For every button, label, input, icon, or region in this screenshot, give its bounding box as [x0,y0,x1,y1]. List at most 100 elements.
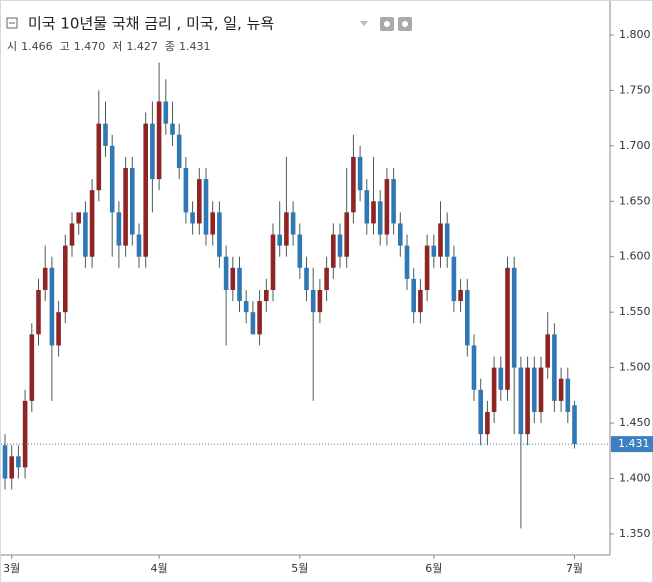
candle-body [150,123,155,180]
y-tick-label: 1.350 [619,527,651,540]
candle-body [525,367,530,435]
candle-body [572,405,577,445]
candle-body [485,411,490,435]
candle-body [69,223,75,246]
candle-body [324,267,329,290]
candle-body [16,456,21,468]
candle-body [565,378,571,412]
y-tick-label: 1.400 [619,471,651,484]
collapse-icon[interactable] [6,17,18,29]
candle-body [337,234,343,257]
candle-body [230,267,236,290]
candle-body [518,367,524,435]
candle-body [404,245,410,279]
candle-body [424,245,430,290]
candle-body [377,201,383,235]
candle-body [103,123,108,146]
candle-body [364,190,370,224]
ohlc-value: 1.427 [126,40,158,53]
ohlc-value: 1.466 [21,40,53,53]
candle-body [384,179,390,235]
candle-body [418,289,423,313]
candle-body [465,289,470,346]
y-tick-label: 1.450 [619,416,651,429]
candle-body [371,201,376,224]
candle-body [284,212,289,246]
candle-body [290,212,296,235]
candle-body [210,212,215,235]
candle-body [217,212,222,257]
x-tick-label: 7월 [566,562,583,575]
ohlc-value: 1.431 [179,40,211,53]
candle-body [552,334,557,401]
last-price-label: 1.431 [618,437,650,450]
candle-body [89,190,95,257]
candle-body [411,278,416,313]
candle-body [163,101,169,124]
candle-body [398,223,403,246]
candle-body [190,212,195,224]
last-price-box [611,436,653,453]
candle-body [558,378,564,401]
candle-body [136,234,142,257]
candle-body [344,212,349,257]
candle-body [331,234,336,268]
candle-body [9,456,14,479]
candle-body [451,256,457,302]
candle-body [270,234,276,290]
candle-body [22,400,28,468]
candle-body [438,223,443,257]
settings-icon-dot [402,21,408,27]
candle-body [444,223,450,257]
candle-body [123,168,128,246]
candle-body [243,301,249,313]
candle-body [63,245,68,313]
candle-body [317,289,323,313]
candle-body [2,445,8,479]
chart-title: 미국 10년물 국채 금리 , 미국, 일, 뉴욕 [28,15,274,33]
candle-body [264,289,269,302]
candle-body [498,367,504,390]
candle-body [42,267,48,290]
candle-body [357,156,363,191]
x-tick-label: 4월 [151,562,168,575]
ohlc-value: 1.470 [74,40,106,53]
y-tick-label: 1.600 [619,250,651,263]
candle-body [170,123,175,135]
candle-body [250,312,256,335]
candle-body [96,123,102,191]
candle-body [143,123,148,257]
candle-body [56,312,61,346]
dropdown-icon[interactable] [360,21,368,26]
candle-body [203,179,209,235]
candle-body [458,289,463,302]
x-tick-label: 3월 [3,562,20,575]
candle-body [49,267,55,346]
candle-body [183,168,189,213]
y-tick-label: 1.750 [619,83,651,96]
candle-body [76,212,81,224]
candle-body [130,168,135,235]
candle-body [471,345,477,390]
candle-body [538,367,544,412]
y-tick-label: 1.650 [619,194,651,207]
candle-body [29,334,35,401]
candle-body [83,212,88,257]
candle-body [511,267,517,368]
candle-body [297,234,303,268]
candle-body [156,101,162,180]
candle-body [351,156,356,213]
y-tick-label: 1.550 [619,305,651,318]
candle-body [237,267,242,302]
y-tick-label: 1.800 [619,28,651,41]
candle-body [277,234,282,246]
ohlc-name: 시 [7,40,17,53]
candle-body [505,267,510,390]
candle-body [431,245,437,257]
candle-body [391,179,396,224]
candle-body [257,301,262,335]
x-tick-label: 5월 [291,562,308,575]
candle-body [223,256,229,290]
candle-body [532,367,537,412]
